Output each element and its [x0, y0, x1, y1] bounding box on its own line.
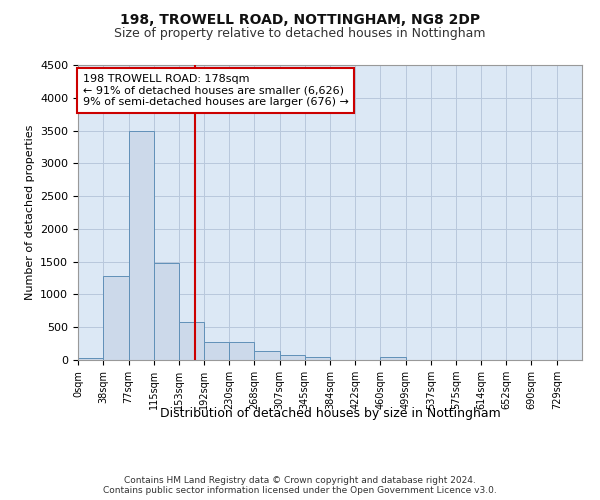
Text: 198 TROWELL ROAD: 178sqm
← 91% of detached houses are smaller (6,626)
9% of semi: 198 TROWELL ROAD: 178sqm ← 91% of detach…: [83, 74, 349, 107]
Bar: [305, 356, 331, 360]
Bar: [229, 342, 254, 360]
Bar: [204, 342, 229, 360]
Text: Size of property relative to detached houses in Nottingham: Size of property relative to detached ho…: [114, 28, 486, 40]
Bar: [78, 358, 103, 360]
Text: Contains HM Land Registry data © Crown copyright and database right 2024.
Contai: Contains HM Land Registry data © Crown c…: [103, 476, 497, 495]
Bar: [103, 276, 128, 360]
Bar: [128, 130, 154, 360]
Bar: [380, 358, 406, 360]
Text: Distribution of detached houses by size in Nottingham: Distribution of detached houses by size …: [160, 408, 500, 420]
Bar: [280, 355, 305, 360]
Y-axis label: Number of detached properties: Number of detached properties: [25, 125, 35, 300]
Text: 198, TROWELL ROAD, NOTTINGHAM, NG8 2DP: 198, TROWELL ROAD, NOTTINGHAM, NG8 2DP: [120, 12, 480, 26]
Bar: [179, 322, 204, 360]
Bar: [154, 263, 179, 360]
Bar: [254, 352, 280, 360]
